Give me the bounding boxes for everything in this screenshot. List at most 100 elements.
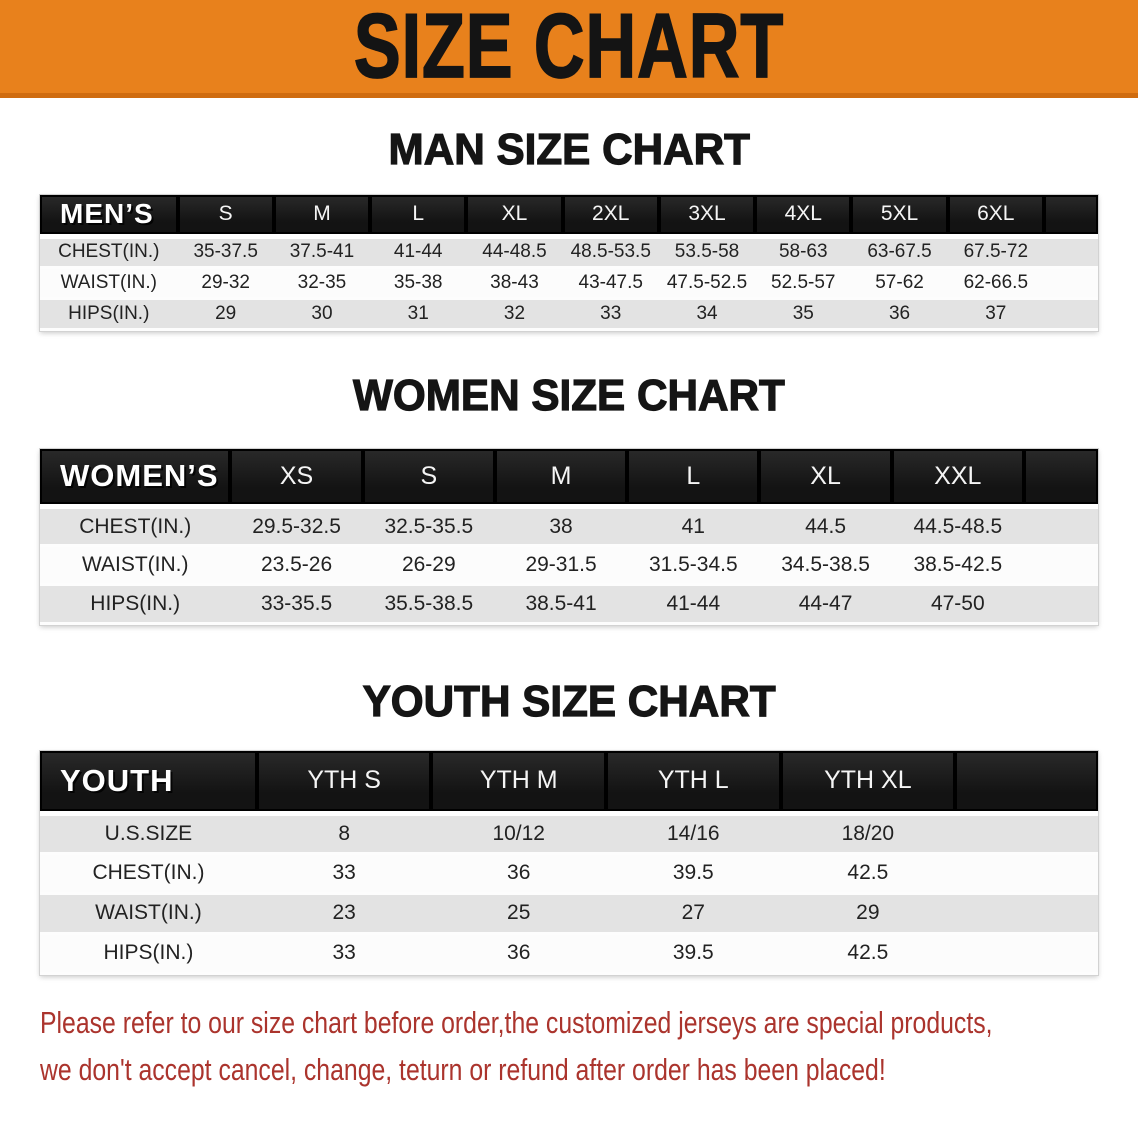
spacer-cell bbox=[1043, 298, 1098, 331]
column-header: YTH S bbox=[256, 751, 432, 816]
column-header: 4XL bbox=[755, 195, 852, 239]
youth-group-label: YOUTH bbox=[40, 751, 257, 816]
column-header: S bbox=[362, 448, 495, 509]
table-cell: 25 bbox=[431, 893, 606, 935]
table-cell: 35-38 bbox=[370, 267, 467, 300]
table-cell: 38-43 bbox=[466, 267, 563, 300]
column-header: YTH M bbox=[431, 751, 606, 816]
row-label: CHEST(IN.) bbox=[40, 506, 231, 547]
table-cell: 43-47.5 bbox=[562, 267, 659, 300]
table-cell: 36 bbox=[431, 853, 606, 895]
row-label: HIPS(IN.) bbox=[40, 298, 178, 331]
men-size-table: MEN’S S M L XL 2XL 3XL 4XL 5XL 6XL CHEST… bbox=[40, 195, 1098, 331]
youth-section-heading: YOUTH SIZE CHART bbox=[0, 676, 1138, 727]
women-section: WOMEN SIZE CHART WOMEN’S XS S M L XL XXL bbox=[0, 370, 1138, 625]
column-header: M bbox=[494, 448, 628, 509]
column-header: XS bbox=[230, 448, 363, 509]
table-cell: 57-62 bbox=[851, 267, 948, 300]
banner: SIZE CHART bbox=[0, 0, 1138, 98]
table-row: HIPS(IN.) 33-35.5 35.5-38.5 38.5-41 41-4… bbox=[40, 584, 1098, 625]
spacer-cell bbox=[1023, 545, 1098, 586]
row-label: WAIST(IN.) bbox=[40, 545, 231, 586]
column-header: 2XL bbox=[562, 195, 659, 239]
women-table-header-row: WOMEN’S XS S M L XL XXL bbox=[40, 448, 1098, 509]
youth-size-table: YOUTH YTH S YTH M YTH L YTH XL U.S.SIZE … bbox=[40, 751, 1098, 975]
spacer-cell bbox=[955, 853, 1098, 895]
table-cell: 34 bbox=[658, 298, 756, 331]
column-header: 6XL bbox=[947, 195, 1044, 239]
row-label: WAIST(IN.) bbox=[40, 893, 257, 935]
table-cell: 31 bbox=[370, 298, 467, 331]
column-header: XXL bbox=[891, 448, 1024, 509]
table-cell: 38.5-41 bbox=[494, 584, 628, 625]
men-section: MAN SIZE CHART MEN’S S M L XL 2XL 3XL 4X… bbox=[0, 124, 1138, 331]
table-cell: 48.5-53.5 bbox=[562, 236, 659, 269]
spacer-cell bbox=[955, 933, 1098, 975]
disclaimer: Please refer to our size chart before or… bbox=[40, 999, 1138, 1093]
table-cell: 33 bbox=[256, 853, 432, 895]
women-section-heading: WOMEN SIZE CHART bbox=[0, 370, 1138, 421]
table-cell: 33-35.5 bbox=[230, 584, 363, 625]
table-cell: 41 bbox=[627, 506, 760, 547]
disclaimer-line-1: Please refer to our size chart before or… bbox=[40, 1004, 993, 1040]
table-cell: 18/20 bbox=[780, 813, 956, 855]
table-cell: 29.5-32.5 bbox=[230, 506, 363, 547]
row-label: CHEST(IN.) bbox=[40, 236, 178, 269]
men-section-heading: MAN SIZE CHART bbox=[0, 124, 1138, 175]
column-header: S bbox=[177, 195, 274, 239]
men-table-header-row: MEN’S S M L XL 2XL 3XL 4XL 5XL 6XL bbox=[40, 195, 1098, 239]
column-header: XL bbox=[466, 195, 563, 239]
table-cell: 62-66.5 bbox=[947, 267, 1044, 300]
table-cell: 41-44 bbox=[370, 236, 467, 269]
table-cell: 41-44 bbox=[627, 584, 760, 625]
table-cell: 36 bbox=[851, 298, 948, 331]
table-cell: 30 bbox=[273, 298, 371, 331]
table-row: CHEST(IN.) 29.5-32.5 32.5-35.5 38 41 44.… bbox=[40, 506, 1098, 547]
table-cell: 42.5 bbox=[780, 933, 956, 975]
spacer-cell bbox=[955, 751, 1098, 816]
table-cell: 36 bbox=[431, 933, 606, 975]
column-header: 5XL bbox=[851, 195, 948, 239]
row-label: U.S.SIZE bbox=[40, 813, 257, 855]
column-header: L bbox=[370, 195, 467, 239]
spacer-cell bbox=[1043, 195, 1098, 239]
row-label: WAIST(IN.) bbox=[40, 267, 178, 300]
table-cell: 8 bbox=[256, 813, 432, 855]
table-cell: 38.5-42.5 bbox=[891, 545, 1024, 586]
table-cell: 67.5-72 bbox=[947, 236, 1044, 269]
column-header: YTH L bbox=[606, 751, 781, 816]
table-cell: 34.5-38.5 bbox=[759, 545, 892, 586]
table-cell: 37.5-41 bbox=[273, 236, 371, 269]
table-cell: 42.5 bbox=[780, 853, 956, 895]
disclaimer-line-2: we don't accept cancel, change, teturn o… bbox=[40, 1051, 886, 1087]
youth-section-heading-text: YOUTH SIZE CHART bbox=[362, 676, 776, 726]
table-cell: 29-31.5 bbox=[494, 545, 628, 586]
table-cell: 52.5-57 bbox=[755, 267, 852, 300]
row-label: CHEST(IN.) bbox=[40, 853, 257, 895]
table-cell: 39.5 bbox=[606, 853, 781, 895]
banner-title: SIZE CHART bbox=[353, 0, 785, 98]
spacer-cell bbox=[1023, 584, 1098, 625]
table-row: WAIST(IN.) 23.5-26 26-29 29-31.5 31.5-34… bbox=[40, 545, 1098, 586]
table-cell: 58-63 bbox=[755, 236, 852, 269]
table-cell: 37 bbox=[947, 298, 1044, 331]
table-cell: 23 bbox=[256, 893, 432, 935]
column-header: YTH XL bbox=[780, 751, 956, 816]
table-cell: 27 bbox=[606, 893, 781, 935]
men-section-heading-text: MAN SIZE CHART bbox=[388, 124, 751, 174]
table-row: CHEST(IN.) 33 36 39.5 42.5 bbox=[40, 853, 1098, 895]
youth-section: YOUTH SIZE CHART YOUTH YTH S YTH M YTH L… bbox=[0, 676, 1138, 975]
table-cell: 44.5 bbox=[759, 506, 892, 547]
spacer-cell bbox=[1043, 236, 1098, 269]
table-cell: 33 bbox=[256, 933, 432, 975]
table-row: WAIST(IN.) 29-32 32-35 35-38 38-43 43-47… bbox=[40, 267, 1098, 300]
women-size-table: WOMEN’S XS S M L XL XXL CHEST(IN.) 29.5-… bbox=[40, 448, 1098, 625]
table-cell: 32.5-35.5 bbox=[362, 506, 495, 547]
table-cell: 38 bbox=[494, 506, 628, 547]
women-group-label: WOMEN’S bbox=[40, 448, 231, 509]
men-group-label: MEN’S bbox=[40, 195, 178, 239]
column-header: L bbox=[627, 448, 760, 509]
table-cell: 44.5-48.5 bbox=[891, 506, 1024, 547]
table-row: HIPS(IN.) 29 30 31 32 33 34 35 36 37 bbox=[40, 298, 1098, 331]
